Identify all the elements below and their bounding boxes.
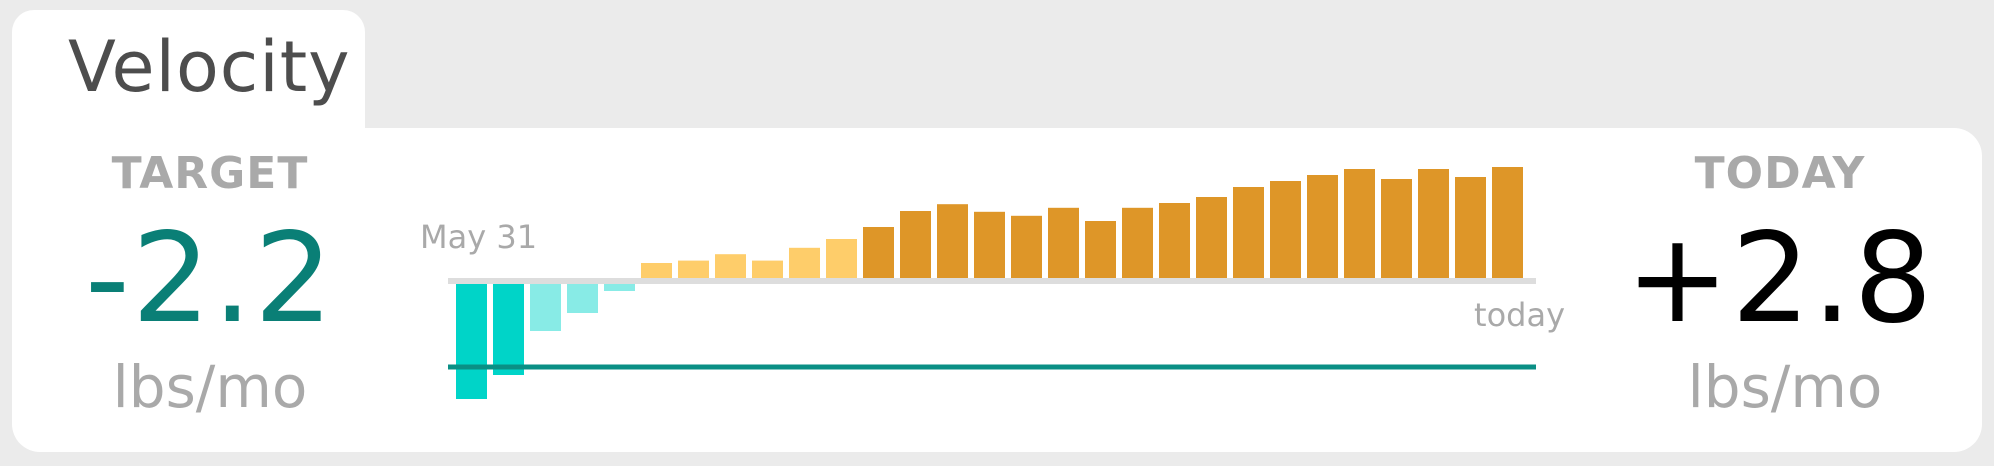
velocity-bar bbox=[1196, 197, 1227, 279]
end-date-label: today bbox=[1474, 296, 1565, 334]
velocity-bar bbox=[493, 279, 524, 375]
target-label: TARGET bbox=[111, 148, 309, 199]
velocity-bar bbox=[456, 279, 487, 399]
start-date-label: May 31 bbox=[420, 218, 537, 256]
velocity-bar bbox=[715, 254, 746, 279]
today-value: +2.8 bbox=[1625, 207, 1935, 351]
velocity-bar bbox=[789, 247, 820, 279]
velocity-card bbox=[12, 128, 1982, 452]
velocity-bar bbox=[1233, 187, 1264, 279]
velocity-bar bbox=[567, 279, 598, 313]
velocity-bar bbox=[1455, 177, 1486, 279]
velocity-bar bbox=[752, 260, 783, 279]
velocity-bar bbox=[1159, 203, 1190, 279]
target-unit: lbs/mo bbox=[112, 353, 308, 421]
velocity-bar bbox=[974, 211, 1005, 279]
widget-title: Velocity bbox=[68, 26, 351, 108]
velocity-bar bbox=[1492, 167, 1523, 279]
velocity-bar bbox=[641, 263, 672, 279]
velocity-bar bbox=[826, 239, 857, 279]
velocity-bar bbox=[1344, 169, 1375, 279]
velocity-bar bbox=[1048, 207, 1079, 279]
velocity-bar bbox=[900, 211, 931, 279]
velocity-bar bbox=[1270, 181, 1301, 279]
velocity-bar bbox=[530, 279, 561, 331]
velocity-tab[interactable]: Velocity bbox=[12, 10, 365, 128]
velocity-bar bbox=[678, 260, 709, 279]
velocity-bar bbox=[1085, 221, 1116, 279]
velocity-bar bbox=[1381, 179, 1412, 279]
velocity-bar bbox=[1011, 215, 1042, 279]
velocity-bar bbox=[1418, 169, 1449, 279]
velocity-bar bbox=[937, 204, 968, 279]
velocity-bar bbox=[863, 227, 894, 279]
today-label: TODAY bbox=[1694, 148, 1866, 199]
velocity-bar bbox=[1122, 207, 1153, 279]
target-value: -2.2 bbox=[85, 207, 335, 351]
velocity-bar bbox=[1307, 175, 1338, 279]
today-unit: lbs/mo bbox=[1687, 353, 1883, 421]
